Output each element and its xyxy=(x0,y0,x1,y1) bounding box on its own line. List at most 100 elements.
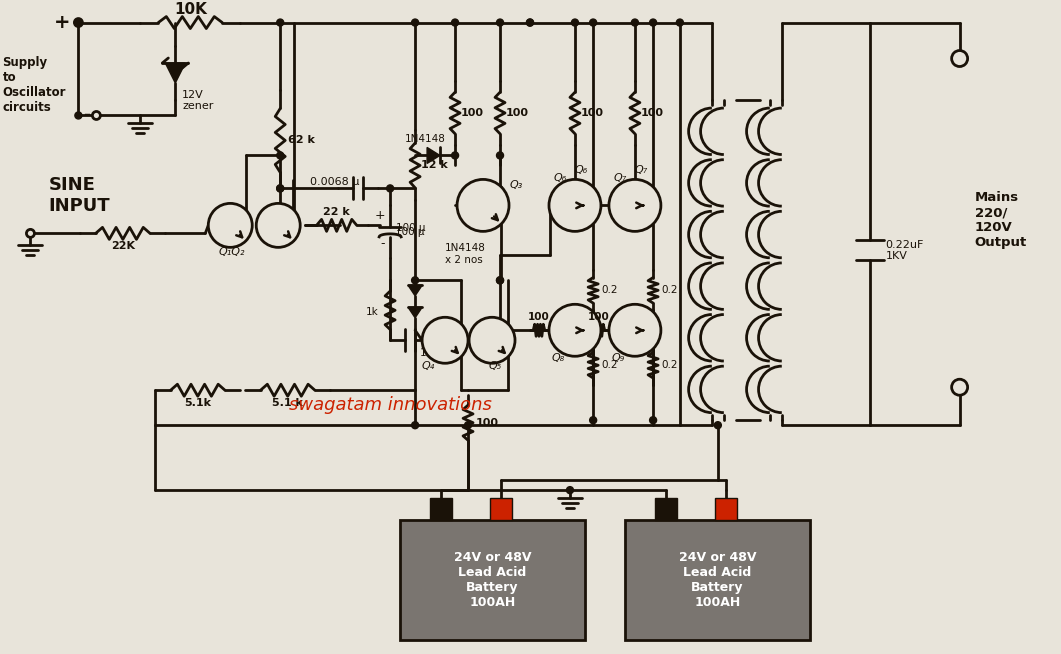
Text: 100: 100 xyxy=(506,108,529,118)
Text: Supply
to
Oscillator
circuits: Supply to Oscillator circuits xyxy=(2,56,66,114)
Text: 22K: 22K xyxy=(110,241,135,251)
Circle shape xyxy=(277,152,283,159)
Circle shape xyxy=(631,19,639,26)
Text: Q₃: Q₃ xyxy=(510,181,523,190)
Circle shape xyxy=(92,111,101,120)
Circle shape xyxy=(549,179,601,232)
Circle shape xyxy=(277,19,283,26)
Circle shape xyxy=(208,203,253,247)
Text: 100: 100 xyxy=(581,108,604,118)
Text: -: - xyxy=(84,107,90,124)
Circle shape xyxy=(952,379,968,395)
Text: 5.1k: 5.1k xyxy=(185,398,211,408)
Circle shape xyxy=(257,203,300,247)
Text: Q₆: Q₆ xyxy=(554,173,567,183)
Text: Q₆: Q₆ xyxy=(575,165,588,175)
Circle shape xyxy=(609,179,661,232)
Text: 12 k: 12 k xyxy=(421,160,448,171)
Circle shape xyxy=(75,112,82,119)
Text: Mains
220/
120V
Output: Mains 220/ 120V Output xyxy=(975,192,1027,249)
Polygon shape xyxy=(428,147,440,164)
Text: 100: 100 xyxy=(476,418,499,428)
Text: 10K: 10K xyxy=(174,2,207,17)
Text: Q₄: Q₄ xyxy=(421,361,435,371)
Text: SINE
INPUT: SINE INPUT xyxy=(49,176,110,215)
Circle shape xyxy=(465,422,471,428)
Polygon shape xyxy=(408,307,422,318)
Bar xyxy=(655,498,677,520)
Text: +: + xyxy=(54,13,71,32)
Text: Q₇: Q₇ xyxy=(634,165,648,175)
Circle shape xyxy=(590,417,596,424)
Circle shape xyxy=(526,19,534,26)
Text: 100: 100 xyxy=(641,108,664,118)
Text: 5.1 k: 5.1 k xyxy=(273,398,303,408)
Text: 100: 100 xyxy=(462,108,484,118)
Text: 0.2: 0.2 xyxy=(602,285,618,296)
Circle shape xyxy=(412,422,419,428)
Circle shape xyxy=(74,18,83,27)
Text: 24V or 48V
Lead Acid
Battery
100AH: 24V or 48V Lead Acid Battery 100AH xyxy=(679,551,756,609)
Bar xyxy=(430,498,452,520)
Text: 0.2: 0.2 xyxy=(602,360,618,370)
Polygon shape xyxy=(166,63,186,83)
Text: 22 k: 22 k xyxy=(324,207,350,217)
Polygon shape xyxy=(408,285,422,296)
Circle shape xyxy=(526,19,534,26)
Circle shape xyxy=(572,19,578,26)
Circle shape xyxy=(75,19,82,26)
Circle shape xyxy=(412,19,419,26)
Text: +: + xyxy=(375,209,385,222)
Text: 1N4148: 1N4148 xyxy=(405,135,446,145)
Text: Q₉: Q₉ xyxy=(611,353,625,363)
Bar xyxy=(490,498,512,520)
Circle shape xyxy=(609,304,661,356)
Circle shape xyxy=(649,19,657,26)
Circle shape xyxy=(649,417,657,424)
Text: Q₁Q₂: Q₁Q₂ xyxy=(219,247,245,258)
Circle shape xyxy=(952,50,968,67)
Text: 15 p: 15 p xyxy=(420,349,443,358)
Text: 0.22uF
1KV: 0.22uF 1KV xyxy=(886,239,924,261)
Circle shape xyxy=(714,422,721,428)
Circle shape xyxy=(277,185,283,192)
Circle shape xyxy=(549,304,601,356)
Circle shape xyxy=(497,277,504,284)
Text: Q₅: Q₅ xyxy=(488,361,502,371)
Circle shape xyxy=(497,277,504,284)
Bar xyxy=(400,520,585,640)
Circle shape xyxy=(497,19,504,26)
Text: 0.0068 µ: 0.0068 µ xyxy=(310,177,360,188)
Text: 100 µ: 100 µ xyxy=(396,224,425,233)
Circle shape xyxy=(27,230,34,237)
Text: 24V or 48V
Lead Acid
Battery
100AH: 24V or 48V Lead Acid Battery 100AH xyxy=(454,551,532,609)
Text: 0.2: 0.2 xyxy=(661,360,678,370)
Text: 62 k: 62 k xyxy=(289,135,315,145)
Circle shape xyxy=(277,185,283,192)
Circle shape xyxy=(497,152,504,159)
Text: 100 µ: 100 µ xyxy=(395,227,424,237)
Circle shape xyxy=(457,179,509,232)
Circle shape xyxy=(452,19,458,26)
Circle shape xyxy=(422,317,468,363)
Circle shape xyxy=(590,19,596,26)
Text: -: - xyxy=(381,237,385,250)
Text: Q₈: Q₈ xyxy=(552,353,564,363)
Circle shape xyxy=(412,277,419,284)
Text: swagatam innovations: swagatam innovations xyxy=(289,396,491,414)
Text: 100: 100 xyxy=(588,313,610,322)
Circle shape xyxy=(567,487,573,494)
Text: 12V
zener: 12V zener xyxy=(182,90,213,111)
Text: 100: 100 xyxy=(528,313,550,322)
Text: 1k: 1k xyxy=(365,307,378,317)
Bar xyxy=(625,520,810,640)
Circle shape xyxy=(452,152,458,159)
Bar xyxy=(715,498,736,520)
Circle shape xyxy=(469,317,515,363)
Text: Q₇: Q₇ xyxy=(613,173,627,183)
Circle shape xyxy=(676,19,683,26)
Text: 1N4148: 1N4148 xyxy=(445,243,486,253)
Text: 0.2: 0.2 xyxy=(661,285,678,296)
Text: x 2 nos: x 2 nos xyxy=(445,255,483,266)
Circle shape xyxy=(386,185,394,192)
